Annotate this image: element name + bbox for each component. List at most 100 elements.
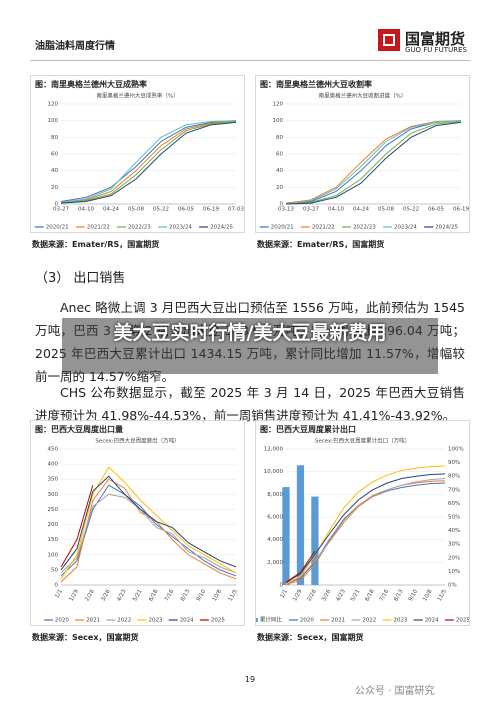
legend-label: 2023 [394,618,408,624]
y-tick-label: 400 [48,462,59,468]
y2-tick-label: 30% [448,542,460,548]
y-tick-label: 40 [276,168,283,174]
x-tick-label: 2/26 [307,588,319,602]
chart-title: 南里奥格兰德州大豆收割进度（%） [319,92,407,100]
line-series [60,475,237,571]
chart: 南里奥格兰德州大豆收割进度（%） 0 20 40 60 80 100 120 03-13 03-2… [259,92,469,231]
logo-subtext: GUO FU FUTURES [405,46,467,54]
x-tick-label: 6/18 [364,588,376,602]
x-tick-label: 06-19 [203,207,219,213]
y-tick-label: 40 [51,168,58,174]
x-tick-label: 11/5 [228,588,240,602]
y-tick-label: 4,000 [267,537,283,543]
x-tick-label: 4/23 [335,588,347,602]
x-tick-label: 04-10 [78,207,94,213]
x-tick-label: 8/13 [180,588,192,602]
figure-source: 数据来源：Secex，国富期货 [257,633,364,642]
x-tick-label: 04-10 [328,207,344,213]
line-series [60,120,237,203]
section-heading: （3） 出口销售 [35,271,126,286]
x-tick-label: 06-19 [453,207,469,213]
page-number: 19 [244,675,256,684]
y-tick-label: 250 [48,507,59,513]
x-tick-label: 1/29 [292,588,304,602]
figure-caption: 图：南里奥格兰德州大豆成熟率 [35,80,147,89]
logo-mark [378,29,400,51]
y-tick-label: 12,000 [264,447,284,453]
y-tick-label: 50 [51,567,58,573]
figure-source: 数据来源：Emater/RS，国富期货 [257,240,385,249]
line-series [285,482,446,585]
overlay-text: 美大豆实时行情/美大豆最新费用 [113,322,387,344]
x-tick-label: 6/18 [148,588,160,602]
x-tick-label: 07-03 [228,207,244,213]
legend-swatch [256,618,258,622]
paragraph: CHS 公布数据显示，截至 2025 年 3 月 14 日，2025 年巴西大豆… [35,385,465,423]
legend-label: 2021 [86,618,100,624]
line-series [285,120,462,204]
y-tick-label: 0 [280,202,284,208]
x-tick-label: 1/29 [69,588,81,602]
x-tick-label: 9/10 [408,588,420,602]
x-tick-label: 10/8 [212,588,224,602]
legend-label: 累计同比 [260,616,283,624]
legend-label: 2022/23 [128,225,151,231]
y2-tick-label: 70% [448,487,460,493]
logo-text: 国富期货 [405,30,466,48]
y-tick-label: 0 [55,202,59,208]
watermark: 公众号 · 国富研究 [355,686,435,697]
y-tick-label: 100 [48,118,59,124]
x-tick-label: 5/21 [350,589,361,603]
bar [282,487,290,585]
x-tick-label: 7/16 [164,588,176,602]
y2-tick-label: 50% [448,515,460,521]
x-tick-label: 03-13 [278,207,294,213]
figure-caption: 图：南里奥格兰德州大豆收割率 [260,80,372,89]
x-tick-label: 04-24 [103,207,119,213]
chart: 南里奥格兰德州大豆成熟率（%） 0 20 40 60 80 100 120 03-27 04-10… [34,92,244,231]
bar [296,465,305,585]
x-tick-label: 05-22 [153,207,169,213]
figure: 图：南里奥格兰德州大豆收割率 南里奥格兰德州大豆收割进度（%） 0 20 40 60 80… [255,75,470,233]
y2-tick-label: 100% [448,447,464,453]
y-tick-label: 20 [276,185,283,191]
figure-caption: 图：巴西大豆周度累计出口 [260,425,356,434]
y-tick-label: 6,000 [267,515,283,521]
line-series [60,493,237,574]
y-tick-label: 10,000 [264,469,284,475]
legend-label: 2024 [425,618,439,624]
y-tick-label: 200 [48,522,59,528]
legend-label: 2023/24 [394,225,417,231]
line-series [285,120,462,205]
line-series [60,478,237,583]
chart-title: 南里奥格兰德州大豆成熟率（%） [96,92,178,100]
legend-label: 2020/21 [46,225,69,231]
x-tick-label: 05-08 [128,207,144,213]
legend-label: 2025 [211,618,225,624]
line-series [60,120,237,203]
y2-tick-label: 20% [448,555,460,561]
legend-label: 2024/25 [210,225,233,231]
x-tick-label: 04-24 [353,207,369,213]
y-tick-label: 100 [273,118,284,124]
y-tick-label: 0 [280,583,284,589]
x-tick-label: 10/8 [422,588,434,602]
legend-label: 2022/23 [353,225,376,231]
legend-label: 2024/25 [435,225,458,231]
chart-title: Secex:巴西大豆周度装出（万吨） [95,437,179,445]
line-series [285,480,446,585]
line-series [60,466,237,580]
chart-title: Secex:巴西大豆周度累计出口（万吨） [315,437,410,445]
line-series [285,121,462,205]
x-tick-label: 3/26 [100,588,112,602]
figure-caption: 图：巴西大豆周度出口量 [35,425,123,434]
line-series [285,477,446,584]
bar [311,496,319,585]
y-tick-label: 300 [48,492,59,498]
x-tick-label: 5/21 [132,589,143,603]
header-title: 油脂油料周度行情 [35,41,115,52]
x-tick-label: 9/10 [196,588,208,602]
y2-tick-label: 60% [448,501,460,507]
legend-label: 2020/21 [271,225,294,231]
